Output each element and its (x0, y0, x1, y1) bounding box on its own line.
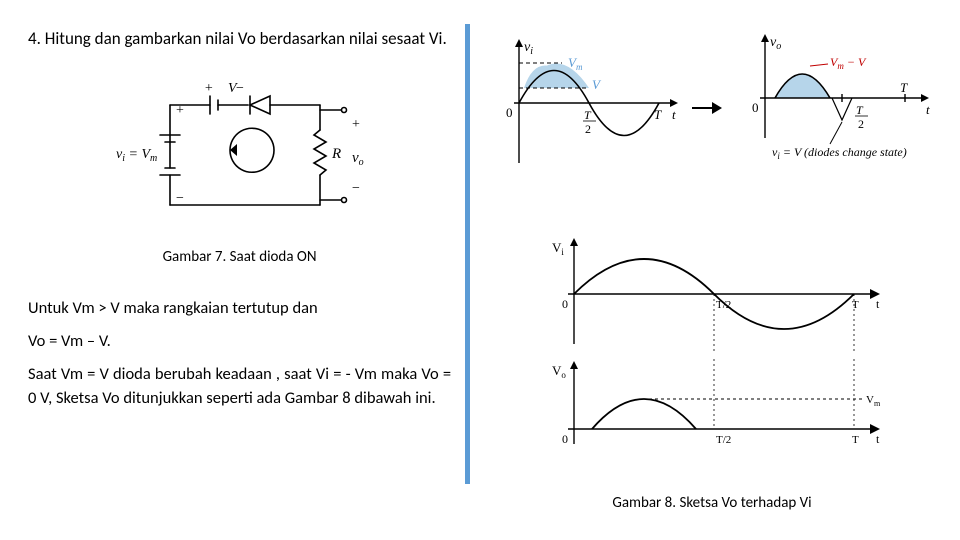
circuit-vi: vi = Vm (116, 147, 157, 164)
vob-T: T (852, 434, 859, 446)
vo-T2-den: 2 (858, 117, 864, 131)
circuit-minus-1: − (236, 81, 244, 96)
circuit-plus-1: + (204, 81, 213, 96)
paragraph-3: Saat Vm = V dioda berubah keadaan , saat… (28, 362, 451, 412)
paragraph-1: Untuk Vm > V maka rangkaian tertutup dan (28, 296, 451, 321)
vi-V-label: V (592, 77, 602, 92)
chart-vi-top: vi Vm V 0 T 2 T t (484, 33, 684, 183)
circuit-minus-out: − (352, 181, 360, 196)
top-charts-row: vi Vm V 0 T 2 T t (484, 28, 940, 188)
vib-T2: T/2 (716, 299, 731, 311)
circuit-plus-src: + (176, 103, 184, 118)
vo-t: t (926, 102, 930, 117)
figure-7-circuit: + V − vi = Vm + − R + vo − (110, 80, 370, 230)
circuit-vo: vo (352, 150, 364, 168)
vob-T2: T/2 (716, 434, 731, 446)
circuit-R: R (331, 146, 341, 162)
vo-peak-label: Vm − V (830, 55, 867, 71)
vi-T: T (654, 107, 662, 122)
vo-note: vi = V (diodes change state) (772, 145, 907, 161)
left-column: 4. Hitung dan gambarkan nilai Vo berdasa… (28, 28, 465, 520)
chart-vi-bottom: Vi 0 T/2 T t (534, 234, 894, 354)
vob-y: Vo (552, 363, 566, 380)
vib-0: 0 (562, 297, 568, 311)
vib-t: t (876, 297, 880, 311)
vib-y: Vi (552, 240, 564, 257)
vib-T: T (852, 299, 859, 311)
vo-T: T (900, 80, 908, 95)
vob-0: 0 (562, 432, 568, 446)
vo-origin: 0 (752, 100, 759, 115)
vo-axis-label: vo (770, 35, 781, 52)
vi-t: t (672, 107, 676, 122)
chart-vo-top: vo Vm − V 0 T 2 T t vi = V (diodes chang… (730, 28, 940, 188)
paragraph-2: Vo = Vm – V. (28, 329, 451, 354)
circuit-minus-src: − (176, 191, 184, 206)
arrow-icon (690, 98, 724, 118)
caption-figure-7: Gambar 7. Saat dioda ON (28, 248, 451, 266)
vob-t: t (876, 432, 880, 446)
vi-T2-den: 2 (585, 122, 591, 136)
vi-Vm-label: Vm (568, 55, 583, 72)
vob-Vm: Vm (866, 394, 881, 408)
circuit-plus-out: + (352, 117, 360, 132)
question-text: 4. Hitung dan gambarkan nilai Vo berdasa… (28, 28, 451, 50)
vi-T2: T (584, 108, 592, 122)
chart-vo-bottom: Vo 0 T/2 T Vm t (534, 359, 894, 469)
vo-T2: T (856, 103, 864, 117)
vi-origin: 0 (506, 105, 513, 120)
caption-figure-8: Gambar 8. Sketsa Vo terhadap Vi (484, 494, 940, 512)
right-column: vi Vm V 0 T 2 T t (470, 28, 940, 520)
bottom-charts: Vi 0 T/2 T t Vo 0 T/2 T (534, 234, 940, 474)
vi-axis-label: vi (524, 40, 533, 57)
